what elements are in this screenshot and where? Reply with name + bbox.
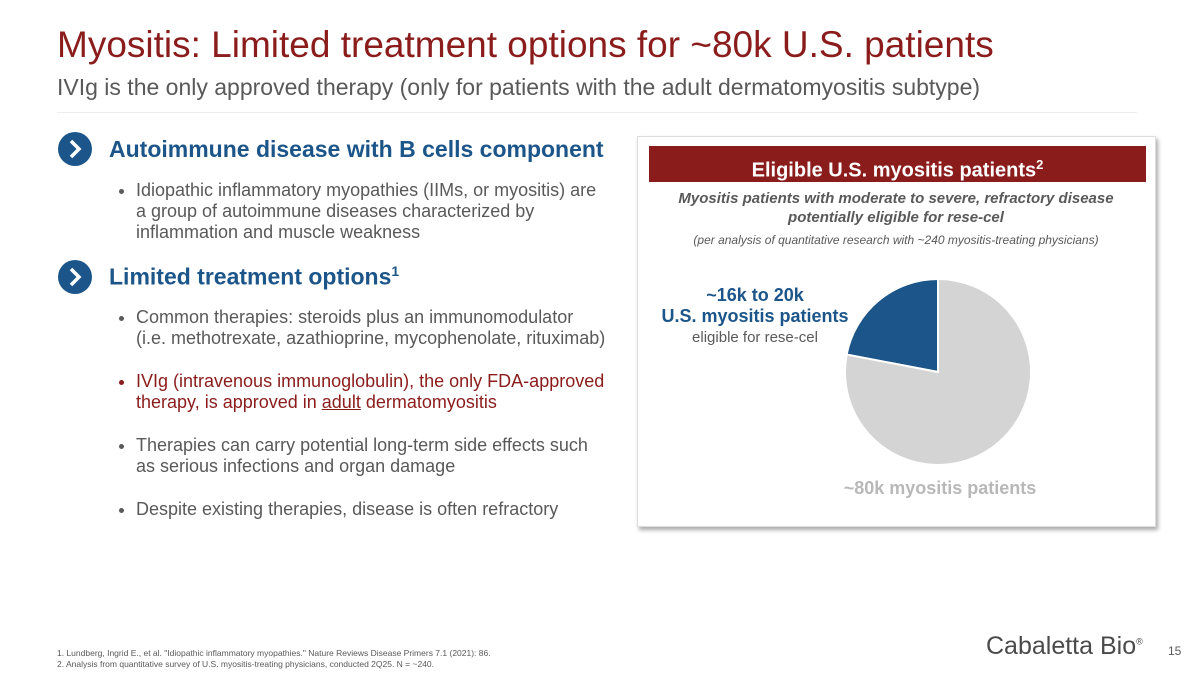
panel-title: Eligible U.S. myositis patients2 — [649, 146, 1146, 182]
bullet-emphasis: adult — [321, 392, 361, 412]
highlight-line: U.S. myositis patients — [661, 306, 849, 326]
highlight-line: eligible for rese-cel — [692, 329, 818, 346]
total-label: ~80k myositis patients — [843, 478, 1037, 498]
bullet-text: IVIg (intravenous immunoglobulin), the o… — [136, 371, 605, 412]
bullet: Idiopathic inflammatory myopathies (IIMs… — [136, 180, 606, 243]
logo: Cabaletta Bio® — [986, 632, 1143, 661]
bullet-list: Common therapies: steroids plus an immun… — [114, 307, 606, 542]
title: Myositis: Limited treatment options for … — [57, 24, 994, 65]
panel-subtitle: Myositis patients with moderate to sever… — [678, 190, 1114, 226]
page-number: 15 — [1168, 644, 1182, 658]
chevron-icon — [58, 260, 92, 294]
bullet: IVIg (intravenous immunoglobulin), the o… — [136, 371, 606, 413]
highlight-line: ~16k to 20k — [706, 285, 804, 305]
section-heading: Autoimmune disease with B cells componen… — [109, 136, 604, 162]
bullet: Therapies can carry potential long-term … — [136, 435, 606, 477]
footnote: 2. Analysis from quantitative survey of … — [57, 659, 435, 669]
panel-title-text: Eligible U.S. myositis patients — [751, 159, 1037, 182]
pie-slice — [845, 277, 939, 374]
bullet: Despite existing therapies, disease is o… — [136, 499, 606, 520]
chevron-icon — [58, 132, 92, 166]
footnote-ref: 2 — [1036, 157, 1044, 172]
pie-chart — [844, 277, 1032, 466]
logo-mark: ® — [1136, 636, 1143, 647]
section-heading: Limited treatment options1 — [109, 263, 399, 291]
bullet-text: dermatomyositis — [360, 392, 497, 412]
heading-text: Limited treatment options — [109, 263, 392, 290]
bullet: Common therapies: steroids plus an immun… — [136, 307, 606, 349]
pie-slice — [844, 277, 1032, 466]
divider — [57, 112, 1137, 113]
panel — [637, 136, 1156, 527]
highlight-label: ~16k to 20k U.S. myositis patients eligi… — [655, 285, 855, 348]
bullet-list: Idiopathic inflammatory myopathies (IIMs… — [114, 180, 606, 265]
footnote-ref: 1 — [391, 263, 400, 279]
subtitle: IVIg is the only approved therapy (only … — [57, 74, 981, 100]
panel-note: (per analysis of quantitative research w… — [693, 233, 1099, 247]
logo-text: Cabaletta Bio — [986, 632, 1137, 660]
footnote: 1. Lundberg, Ingrid E., et al. "Idiopath… — [57, 648, 491, 658]
